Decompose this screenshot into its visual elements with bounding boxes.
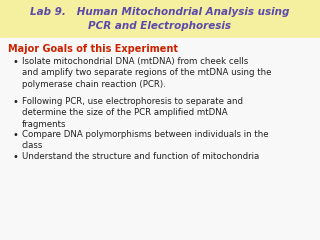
Text: •: • <box>12 57 18 67</box>
Text: Lab 9.   Human Mitochondrial Analysis using
PCR and Electrophoresis: Lab 9. Human Mitochondrial Analysis usin… <box>30 7 290 30</box>
Bar <box>0 38 320 240</box>
Text: •: • <box>12 130 18 140</box>
Text: Major Goals of this Experiment: Major Goals of this Experiment <box>8 44 178 54</box>
Text: •: • <box>12 97 18 107</box>
Bar <box>0 0 320 38</box>
Text: Compare DNA polymorphisms between individuals in the
class: Compare DNA polymorphisms between indivi… <box>22 130 268 150</box>
Text: Following PCR, use electrophoresis to separate and
determine the size of the PCR: Following PCR, use electrophoresis to se… <box>22 97 243 129</box>
Text: Understand the structure and function of mitochondria: Understand the structure and function of… <box>22 152 259 161</box>
Text: •: • <box>12 152 18 162</box>
Text: Isolate mitochondrial DNA (mtDNA) from cheek cells
and amplify two separate regi: Isolate mitochondrial DNA (mtDNA) from c… <box>22 57 271 89</box>
